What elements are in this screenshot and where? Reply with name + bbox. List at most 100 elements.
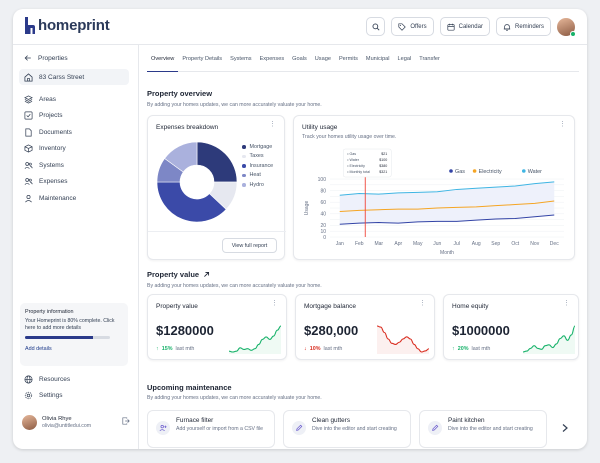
- sidebar-item-documents[interactable]: Documents: [24, 124, 76, 141]
- logo[interactable]: homeprint: [25, 17, 110, 34]
- user-profile[interactable]: Olivia Rhye olivia@untitledui.com: [22, 415, 132, 430]
- offers-button[interactable]: Offers: [391, 17, 433, 36]
- logout-icon[interactable]: [122, 417, 130, 425]
- metric-value: $280,000: [304, 323, 358, 338]
- user-icon: [24, 194, 33, 203]
- app-window: homeprint Offers Calendar Reminders: [13, 9, 587, 449]
- y-tick-label: 0: [323, 235, 326, 241]
- property-value-card: Property value ⋮ $1280000 ↑ 15% last mth: [147, 294, 287, 360]
- legend-swatch: [473, 169, 477, 173]
- more-options-icon[interactable]: ⋮: [419, 302, 426, 306]
- tab-overview[interactable]: Overview: [147, 56, 178, 72]
- tooltip-value: $100: [379, 158, 387, 162]
- maintenance-title: Clean gutters: [312, 417, 350, 424]
- home-equity-card: Home equity ⋮ $1000000 ↑ 20% last mth: [443, 294, 579, 360]
- x-tick-label: Aug: [472, 241, 481, 247]
- globe-icon: [24, 375, 33, 384]
- sidebar-item-address[interactable]: 83 Carss Street: [19, 69, 129, 85]
- users-icon: [24, 161, 33, 170]
- tab-goals[interactable]: Goals: [288, 56, 311, 72]
- tab-expenses[interactable]: Expenses: [256, 56, 289, 72]
- x-tick-label: Apr: [394, 241, 402, 247]
- calendar-button[interactable]: Calendar: [440, 17, 490, 36]
- promo-title: Property information: [25, 309, 123, 315]
- view-full-report-button[interactable]: View full report: [222, 238, 277, 253]
- app-name: homeprint: [38, 17, 110, 34]
- x-tick-label: Dec: [550, 241, 559, 247]
- property-value-title: Property value: [147, 270, 199, 279]
- sidebar-item-systems[interactable]: Systems: [24, 157, 76, 174]
- donut-slice-mortgage[interactable]: [197, 142, 237, 182]
- sidebar: Properties 83 Carss Street Areas Project…: [13, 45, 139, 449]
- maintenance-item-paint-kitchen[interactable]: Paint kitchen Dive into the editor and s…: [419, 410, 547, 448]
- reminders-button[interactable]: Reminders: [496, 17, 551, 36]
- sidebar-item-areas[interactable]: Areas: [24, 91, 76, 108]
- sidebar-item-resources[interactable]: Resources: [24, 371, 70, 388]
- main-content: Overview Property Details Systems Expens…: [139, 45, 587, 449]
- delta-value: 10%: [310, 346, 321, 352]
- sidebar-item-label: Settings: [39, 392, 63, 399]
- more-options-icon[interactable]: ⋮: [271, 302, 278, 306]
- promo-description[interactable]: Your Homeprint is 80% complete. Click he…: [25, 318, 123, 332]
- tab-systems[interactable]: Systems: [226, 56, 255, 72]
- tab-transfer[interactable]: Transfer: [415, 56, 444, 72]
- checkbox-icon: [24, 111, 33, 120]
- arrow-up-right-icon[interactable]: [203, 271, 210, 278]
- legend-item-taxes: Taxes: [242, 152, 273, 162]
- more-options-icon[interactable]: ⋮: [269, 123, 276, 127]
- sidebar-item-settings[interactable]: Settings: [24, 388, 70, 405]
- expenses-legend: Mortgage Taxes Insurance Heat Hydro: [242, 142, 273, 190]
- metric-title: Property value: [156, 303, 198, 310]
- tooltip-value: $21: [381, 152, 387, 156]
- search-icon: [372, 23, 380, 31]
- legend-swatch: [522, 169, 526, 173]
- tab-legal[interactable]: Legal: [394, 56, 416, 72]
- property-value-sparkline: [228, 322, 282, 354]
- user-plus-icon: [156, 421, 170, 435]
- sidebar-item-projects[interactable]: Projects: [24, 108, 76, 125]
- metric-value: $1280000: [156, 323, 214, 338]
- metric-delta: ↓ 10% last mth: [304, 346, 342, 352]
- sidebar-nav: Areas Projects Documents Inventory Syste…: [24, 91, 76, 207]
- address-label: 83 Carss Street: [39, 74, 84, 81]
- mortgage-balance-sparkline: [376, 322, 430, 354]
- tab-property-details[interactable]: Property Details: [178, 56, 226, 72]
- sparkline-area: [377, 326, 429, 354]
- offers-label: Offers: [410, 24, 426, 30]
- x-tick-label: Jan: [336, 241, 344, 247]
- upcoming-maintenance-title: Upcoming maintenance: [147, 383, 232, 392]
- chevron-right-icon[interactable]: [560, 423, 570, 433]
- tab-municipal[interactable]: Municipal: [362, 56, 394, 72]
- sidebar-bottom-nav: Resources Settings: [24, 371, 70, 404]
- x-tick-label: Oct: [511, 241, 519, 247]
- sidebar-item-inventory[interactable]: Inventory: [24, 141, 76, 158]
- maintenance-title: Paint kitchen: [448, 417, 485, 424]
- add-details-link[interactable]: Add details: [25, 346, 123, 352]
- legend-label: Mortgage: [250, 144, 273, 150]
- tab-permits[interactable]: Permits: [335, 56, 362, 72]
- legend-swatch: [242, 183, 246, 187]
- home-equity-sparkline: [522, 322, 576, 354]
- box-icon: [24, 144, 33, 153]
- back-to-properties-link[interactable]: Properties: [24, 54, 68, 62]
- gear-icon: [24, 391, 33, 400]
- avatar[interactable]: [557, 18, 575, 36]
- y-tick-label: 100: [318, 177, 327, 183]
- more-options-icon[interactable]: ⋮: [559, 123, 566, 127]
- sidebar-item-maintenance[interactable]: Maintenance: [24, 190, 76, 207]
- expenses-card-title: Expenses breakdown: [156, 124, 218, 131]
- legend-swatch: [242, 164, 246, 168]
- expenses-donut-chart: [156, 141, 238, 223]
- search-button[interactable]: [366, 17, 385, 36]
- expenses-breakdown-card: Expenses breakdown ⋮ Mortgage Taxes Insu…: [147, 115, 285, 260]
- delta-value: 15%: [162, 346, 173, 352]
- sidebar-item-expenses[interactable]: Expenses: [24, 174, 76, 191]
- y-tick-label: 10: [320, 229, 326, 235]
- more-options-icon[interactable]: ⋮: [563, 302, 570, 306]
- tooltip-label: • Water: [347, 158, 360, 162]
- maintenance-item-furnace-filter[interactable]: Furnace filter Add yourself or import fr…: [147, 410, 275, 448]
- mortgage-balance-card: Mortgage balance ⋮ $280,000 ↓ 10% last m…: [295, 294, 435, 360]
- maintenance-item-clean-gutters[interactable]: Clean gutters Dive into the editor and s…: [283, 410, 411, 448]
- tab-usage[interactable]: Usage: [311, 56, 335, 72]
- sidebar-item-label: Expenses: [39, 178, 68, 185]
